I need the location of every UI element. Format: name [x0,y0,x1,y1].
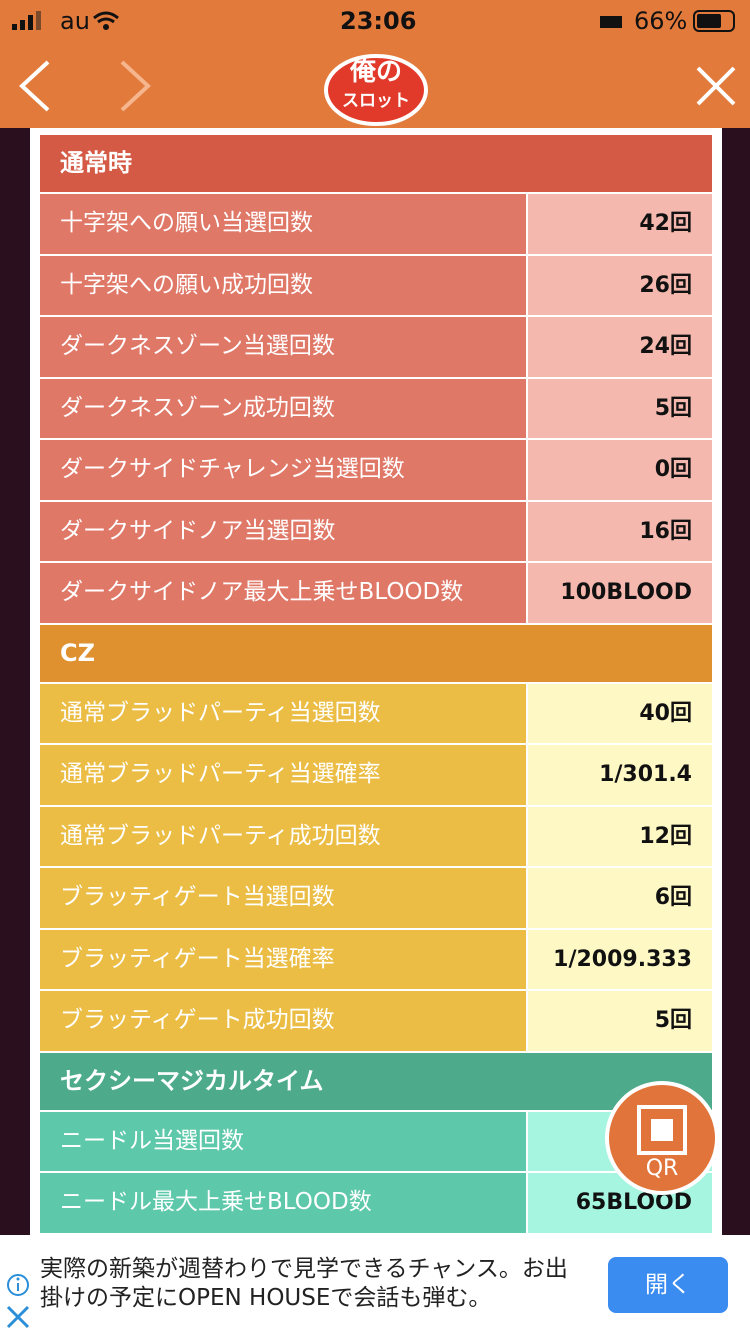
qr-button[interactable]: QR [605,1081,719,1195]
forward-button[interactable] [120,60,151,112]
header-bar: au 23:06 66% 俺の スロット [0,0,750,128]
content-panel: 通常時 十字架への願い当選回数 42回 十字架への願い成功回数 26回 ダークネスゾーン当… [30,128,722,1235]
stat-value: 24回 [528,317,712,377]
stat-label: ダークサイドノア最大上乗せBLOOD数 [40,563,526,623]
stat-label: 十字架への願い成功回数 [40,255,526,315]
stat-row: 十字架への願い当選回数 42回 [40,194,712,254]
stat-value: 5回 [528,378,712,438]
stat-row: 通常ブラッドパーティ当選回数 40回 [40,683,712,743]
section-header: CZ [40,624,712,682]
stat-value: 16回 [528,501,712,561]
ad-banner: 実際の新築が週替わりで見学できるチャンス。お出掛けの予定にOPEN HOUSEで… [0,1235,750,1334]
qr-label: QR [645,1156,679,1181]
logo-bottom: スロット [342,91,410,111]
stat-label: ブラッティゲート当選確率 [40,929,526,989]
ad-text: 実際の新築が週替わりで見学できるチャンス。お出掛けの予定にOPEN HOUSEで… [40,1256,568,1311]
stat-value: 0回 [528,440,712,500]
carrier: au [60,7,90,35]
stat-label: ダークネスゾーン当選回数 [40,317,526,377]
stats-table: 通常時 十字架への願い当選回数 42回 十字架への願い成功回数 26回 ダークネスゾーン当… [40,135,712,1235]
stat-label: 十字架への願い当選回数 [40,194,526,254]
stat-label: 通常ブラッドパーティ当選確率 [40,745,526,805]
stat-label: ブラッティゲート成功回数 [40,991,526,1051]
stat-row: ダークサイドノア最大上乗せBLOOD数 100BLOOD [40,563,712,623]
stat-row: 通常ブラッドパーティ当選確率 1/301.4 [40,745,712,805]
stat-row: ダークネスゾーン成功回数 5回 [40,378,712,438]
stat-label: ダークネスゾーン成功回数 [40,378,526,438]
stat-row: ブラッティゲート成功回数 5回 [40,991,712,1051]
qr-icon [637,1105,687,1155]
stat-value: 1/2009.333 [528,929,712,989]
stat-label: 通常ブラッドパーティ成功回数 [40,806,526,866]
logo-top: 俺の [349,57,402,87]
stat-value: 100BLOOD [528,563,712,623]
stat-row: ダークサイドノア当選回数 16回 [40,501,712,561]
section-header: セクシーマジカルタイム [40,1052,712,1110]
stat-row: 通常ブラッドパーティ成功回数 12回 [40,806,712,866]
stat-value: 40回 [528,683,712,743]
stat-value: 1/301.4 [528,745,712,805]
stat-label: ニードル当選回数 [40,1111,526,1171]
back-button[interactable] [19,60,50,112]
stat-value: 5回 [528,991,712,1051]
battery-level: 66% [634,7,688,35]
clock: 23:06 [340,7,417,35]
stat-label: 通常ブラッドパーティ当選回数 [40,683,526,743]
stat-row: 十字架への願い成功回数 26回 [40,255,712,315]
ad-icons [6,1274,30,1329]
header-icons: 俺の スロット [12,10,736,126]
stat-row: ダークネスゾーン当選回数 24回 [40,317,712,377]
stat-label: ダークサイドノア当選回数 [40,501,526,561]
stat-label: ブラッティゲート当選回数 [40,868,526,928]
ad-open-button[interactable]: 開く [608,1257,728,1313]
stat-row: ブラッティゲート当選回数 6回 [40,868,712,928]
close-button[interactable] [696,66,736,106]
stat-value: 12回 [528,806,712,866]
stat-label: ニードル最大上乗せBLOOD数 [40,1173,526,1233]
stat-label: ダークサイドチャレンジ当選回数 [40,440,526,500]
stat-row: ダークサイドチャレンジ当選回数 0回 [40,440,712,500]
stat-value: 6回 [528,868,712,928]
stat-value: 26回 [528,255,712,315]
section-header: 通常時 [40,135,712,192]
stat-row: ニードル最大上乗せBLOOD数 65BLOOD [40,1173,712,1233]
stat-row: ブラッティゲート当選確率 1/2009.333 [40,929,712,989]
stat-value: 42回 [528,194,712,254]
